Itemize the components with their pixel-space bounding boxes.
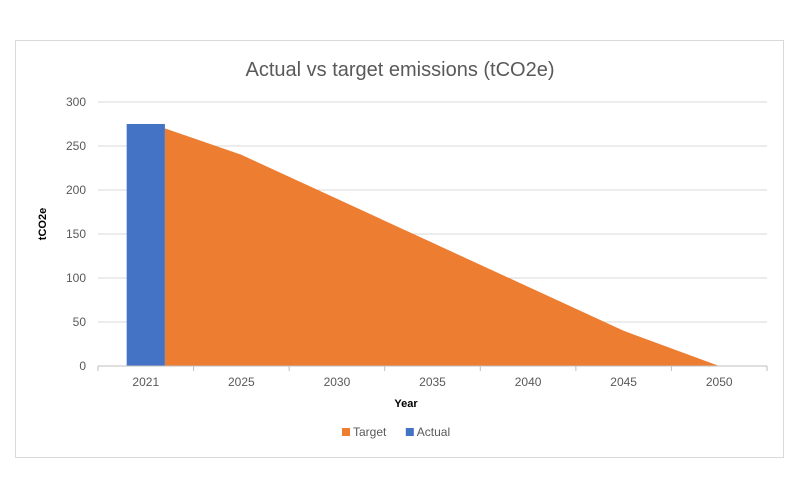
legend-label-target: Target xyxy=(353,425,387,439)
target-area-layer xyxy=(164,128,720,366)
x-tick-label: 2045 xyxy=(610,375,637,389)
x-tick-label: 2021 xyxy=(132,375,159,389)
y-tick-label: 300 xyxy=(66,95,86,109)
x-tick-label: 2030 xyxy=(324,375,351,389)
y-axis-title: tCO2e xyxy=(37,208,49,240)
actual-bar-layer xyxy=(126,124,165,366)
emissions-chart: Actual vs target emissions (tCO2e) 0 50 10… xyxy=(37,59,768,439)
legend-swatch-actual xyxy=(405,428,414,436)
legend: Target Actual xyxy=(342,425,450,439)
x-axis-title: Year xyxy=(394,398,418,410)
legend-label-actual: Actual xyxy=(417,425,450,439)
x-tick-label: 2035 xyxy=(419,375,446,389)
y-axis-ticks: 0 50 100 150 200 250 300 xyxy=(66,95,86,373)
y-tick-label: 200 xyxy=(66,183,86,197)
legend-swatch-target xyxy=(342,428,350,436)
x-axis xyxy=(97,365,768,371)
y-tick-label: 100 xyxy=(66,271,86,285)
y-tick-label: 50 xyxy=(73,315,87,329)
x-tick-label: 2050 xyxy=(706,375,733,389)
actual-bar xyxy=(126,124,165,366)
chart-frame: Actual vs target emissions (tCO2e) 0 50 10… xyxy=(15,40,784,458)
x-tick-label: 2040 xyxy=(515,375,542,389)
y-tick-label: 150 xyxy=(66,227,86,241)
target-area xyxy=(164,128,720,366)
y-tick-label: 250 xyxy=(66,139,86,153)
chart-title: Actual vs target emissions (tCO2e) xyxy=(246,59,555,81)
y-tick-label: 0 xyxy=(79,359,86,373)
x-tick-label: 2025 xyxy=(228,375,255,389)
x-axis-ticks: 2021 2025 2030 2035 2040 2045 2050 xyxy=(132,375,732,389)
